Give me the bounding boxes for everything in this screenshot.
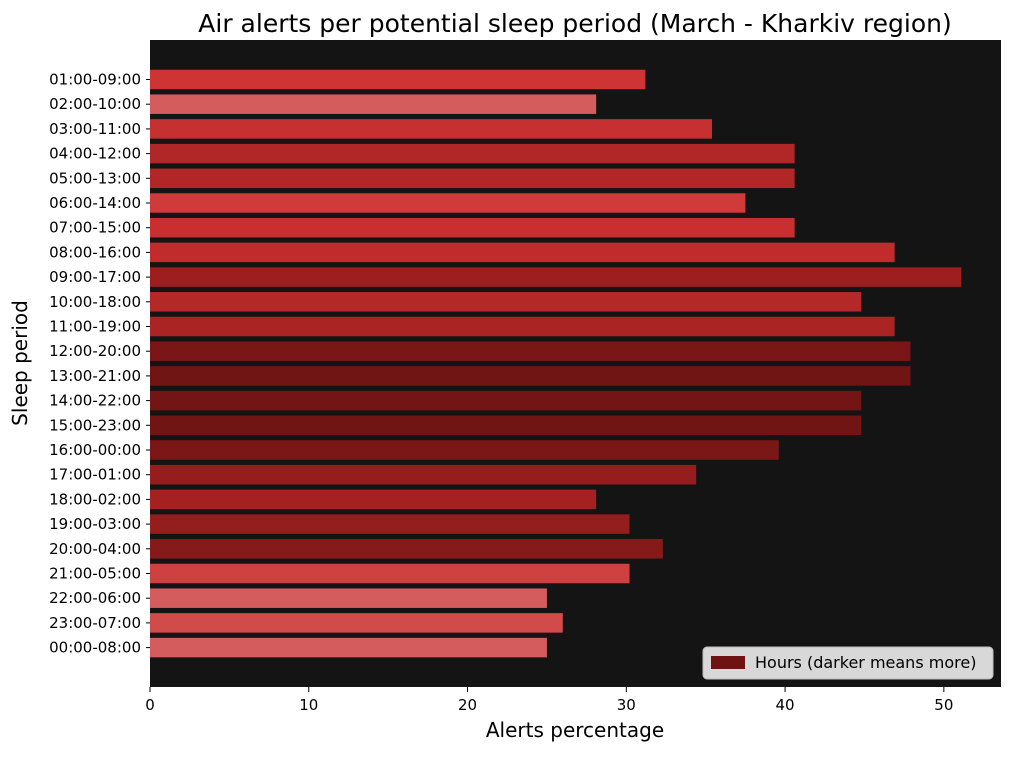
bar-15:00-23:00: [150, 415, 862, 436]
bar-16:00-00:00: [150, 440, 779, 460]
y-tick-labels: 01:00-09:00 02:00-10:00 03:00-11:00 04:00-1…: [49, 71, 150, 657]
x-tick-label: 40: [776, 696, 795, 714]
legend-label: Hours (darker means more): [755, 653, 976, 672]
legend: Hours (darker means more): [702, 646, 994, 680]
y-tick-label: 01:00-09:00: [49, 71, 141, 89]
chart-title: Air alerts per potential sleep period (M…: [198, 9, 951, 38]
y-tick-label: 18:00-02:00: [49, 490, 141, 508]
y-tick-label: 09:00-17:00: [49, 268, 141, 286]
y-tick-label: 14:00-22:00: [49, 392, 141, 410]
y-tick-label: 02:00-10:00: [49, 95, 141, 113]
bar-14:00-22:00: [150, 390, 862, 411]
y-tick-label: 04:00-12:00: [49, 145, 141, 163]
y-tick-label: 12:00-20:00: [49, 342, 141, 360]
y-tick-label: 10:00-18:00: [49, 293, 141, 311]
bar-06:00-14:00: [150, 193, 746, 213]
bar-20:00-04:00: [150, 539, 663, 559]
bar-09:00-17:00: [150, 267, 962, 287]
bar-02:00-10:00: [150, 94, 597, 114]
bar-18:00-02:00: [150, 489, 597, 510]
x-axis-label: Alerts percentage: [486, 718, 664, 742]
bar-01:00-09:00: [150, 69, 646, 90]
y-tick-label: 05:00-13:00: [49, 169, 141, 187]
y-tick-label: 17:00-01:00: [49, 466, 141, 484]
y-tick-label: 23:00-07:00: [49, 614, 141, 632]
y-tick-label: 07:00-15:00: [49, 219, 141, 237]
x-tick-label: 10: [299, 696, 318, 714]
bar-04:00-12:00: [150, 143, 795, 164]
bar-23:00-07:00: [150, 613, 563, 633]
bar-19:00-03:00: [150, 514, 630, 534]
y-tick-label: 03:00-11:00: [49, 120, 141, 138]
bar-22:00-06:00: [150, 588, 547, 608]
y-axis-label: Sleep period: [8, 300, 32, 426]
legend-swatch: [711, 656, 745, 669]
x-tick-label: 0: [145, 696, 155, 714]
y-tick-label: 15:00-23:00: [49, 416, 141, 434]
y-tick-label: 13:00-21:00: [49, 367, 141, 385]
bar-17:00-01:00: [150, 464, 697, 485]
bar-05:00-13:00: [150, 168, 795, 189]
bar-21:00-05:00: [150, 563, 630, 584]
x-tick-label: 20: [458, 696, 477, 714]
bar-00:00-08:00: [150, 637, 547, 658]
y-tick-label: 06:00-14:00: [49, 194, 141, 212]
x-tick-labels: 0 10 20 30 40 50: [145, 687, 953, 714]
legend-box: [702, 646, 994, 680]
bar-10:00-18:00: [150, 292, 862, 312]
y-tick-label: 08:00-16:00: [49, 243, 141, 261]
bar-12:00-20:00: [150, 341, 911, 361]
bar-08:00-16:00: [150, 242, 895, 263]
bar-03:00-11:00: [150, 119, 713, 139]
bars-group: [150, 69, 962, 658]
y-tick-label: 20:00-04:00: [49, 540, 141, 558]
y-tick-label: 21:00-05:00: [49, 565, 141, 583]
bar-11:00-19:00: [150, 316, 895, 337]
x-tick-label: 30: [617, 696, 636, 714]
y-tick-label: 11:00-19:00: [49, 318, 141, 336]
y-tick-label: 16:00-00:00: [49, 441, 141, 459]
x-tick-label: 50: [934, 696, 953, 714]
y-tick-label: 22:00-06:00: [49, 589, 141, 607]
y-tick-label: 19:00-03:00: [49, 515, 141, 533]
y-tick-label: 00:00-08:00: [49, 639, 141, 657]
bar-07:00-15:00: [150, 217, 795, 238]
bar-13:00-21:00: [150, 366, 911, 386]
